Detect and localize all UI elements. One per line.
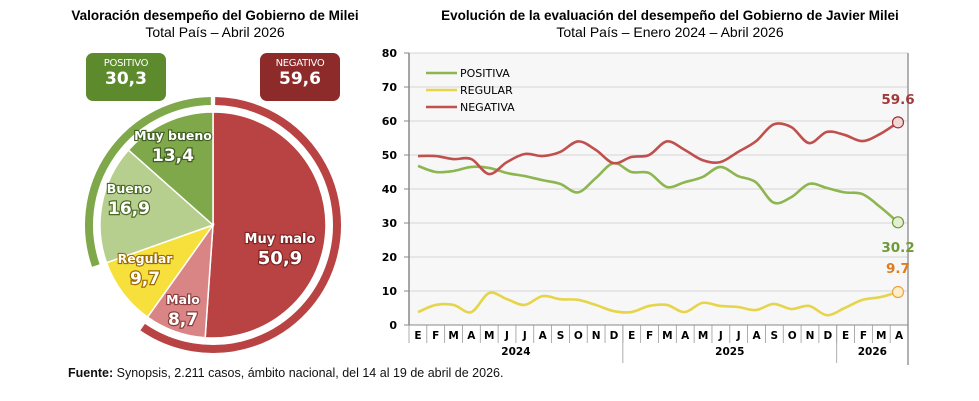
- x-tick-label: D: [823, 330, 832, 342]
- source-text: Synopsis, 2.211 casos, ámbito nacional, …: [113, 366, 504, 380]
- pie-slice-muy-bueno: [127, 111, 214, 227]
- x-tick-label: A: [467, 330, 476, 342]
- end-label-regular: 9.7: [886, 261, 910, 277]
- x-tick-label: M: [698, 330, 708, 342]
- x-tick-label: A: [752, 330, 761, 342]
- year-label-2024: 2024: [501, 346, 530, 358]
- y-tick-label: 0: [389, 319, 397, 332]
- negative-badge-label: NEGATIVO: [275, 58, 325, 69]
- pie-slice-bueno: [99, 148, 215, 264]
- end-label-negativa: 59.6: [881, 92, 914, 108]
- x-tick-label: O: [574, 330, 583, 342]
- x-tick-label: J: [718, 330, 723, 342]
- pie-chart-title: Valoración desempeño del Gobierno de Mil…: [71, 8, 359, 23]
- x-tick-label: A: [895, 330, 904, 342]
- legend-label-positiva: POSITIVA: [460, 67, 510, 80]
- x-tick-label: M: [876, 330, 886, 342]
- source-label: Fuente:: [68, 366, 114, 380]
- pie-slice-muy-malo: [204, 111, 327, 339]
- pie-slices: [99, 111, 327, 339]
- series-points-negativa: [417, 116, 905, 175]
- y-tick-label: 50: [382, 149, 398, 162]
- negative-badge: NEGATIVO 59,6: [260, 53, 340, 101]
- x-tick-label: D: [610, 330, 619, 342]
- positive-badge-label: POSITIVO: [103, 58, 149, 69]
- pie-value-malo: 8,7: [168, 310, 198, 330]
- x-tick-label: A: [539, 330, 548, 342]
- end-label-positiva: 30.2: [881, 240, 914, 256]
- x-tick-label: E: [628, 330, 635, 342]
- data-point-negativa: [891, 116, 905, 129]
- pie-label-regular: Regular: [118, 251, 174, 266]
- source-note: Fuente: Synopsis, 2.211 casos, ámbito na…: [68, 366, 503, 380]
- data-point-regular: [891, 285, 905, 299]
- pie-chart-title-block: Valoración desempeño del Gobierno de Mil…: [70, 8, 360, 41]
- y-tick-label: 20: [382, 251, 398, 264]
- y-tick-label: 80: [382, 47, 398, 60]
- year-label-2025: 2025: [715, 346, 744, 358]
- positive-outer-arc: [85, 97, 211, 267]
- negative-badge-value: 59,6: [279, 69, 321, 89]
- line-chart-subtitle: Total País – Enero 2024 – Abril 2026: [556, 24, 784, 40]
- pie-slice-regular: [105, 223, 215, 319]
- series-points-positiva: [417, 163, 905, 229]
- data-point-positiva: [891, 216, 905, 229]
- series-line-negativa: [417, 121, 899, 176]
- x-tick-label: M: [662, 330, 672, 342]
- pie-chart-subtitle: Total País – Abril 2026: [145, 24, 285, 40]
- plot-background: [409, 53, 908, 325]
- x-tick-label: S: [771, 330, 779, 342]
- x-tick-label: J: [522, 330, 527, 342]
- pie-value-regular: 9,7: [130, 269, 160, 289]
- series-line-regular: [417, 290, 899, 317]
- pie-value-bueno: 16,9: [108, 199, 150, 219]
- x-tick-label: M: [448, 330, 458, 342]
- x-tick-label: J: [736, 330, 741, 342]
- x-tick-label: A: [681, 330, 690, 342]
- y-tick-label: 30: [382, 217, 398, 230]
- y-tick-label: 10: [382, 285, 398, 298]
- series-points-regular: [417, 285, 905, 316]
- positive-badge-value: 30,3: [105, 69, 147, 89]
- pie-label-bueno: Bueno: [107, 181, 152, 196]
- x-tick-label: E: [842, 330, 849, 342]
- y-tick-label: 60: [382, 115, 398, 128]
- year-label-2026: 2026: [858, 346, 887, 358]
- pie-value-muy-malo: 50,9: [258, 248, 302, 269]
- line-chart-title: Evolución de la evaluación del desempeño…: [441, 8, 899, 23]
- x-tick-label: N: [806, 330, 815, 342]
- x-tick-label: F: [860, 330, 867, 342]
- series-line-positiva: [417, 161, 899, 224]
- x-tick-label: E: [414, 330, 421, 342]
- y-tick-label: 40: [382, 183, 398, 196]
- line-chart-title-block: Evolución de la evaluación del desempeño…: [420, 8, 920, 41]
- pie-label-malo: Malo: [166, 292, 200, 307]
- pie-slice-malo: [146, 222, 214, 339]
- pie-label-muy-bueno: Muy bueno: [134, 128, 212, 143]
- y-tick-label: 70: [382, 81, 398, 94]
- x-tick-label: N: [592, 330, 601, 342]
- legend-label-regular: REGULAR: [460, 84, 513, 97]
- x-tick-label: S: [557, 330, 565, 342]
- negative-outer-arc: [140, 97, 341, 353]
- gridlines: [409, 52, 908, 292]
- pie-value-muy-bueno: 13,4: [152, 146, 194, 166]
- x-tick-label: F: [432, 330, 439, 342]
- pie-label-muy-malo: Muy malo: [245, 232, 316, 247]
- positive-badge: POSITIVO 30,3: [86, 53, 166, 101]
- x-tick-label: O: [788, 330, 797, 342]
- x-tick-label: M: [484, 330, 494, 342]
- x-tick-label: J: [504, 330, 509, 342]
- x-tick-label: F: [646, 330, 653, 342]
- legend-label-negativa: NEGATIVA: [460, 101, 515, 114]
